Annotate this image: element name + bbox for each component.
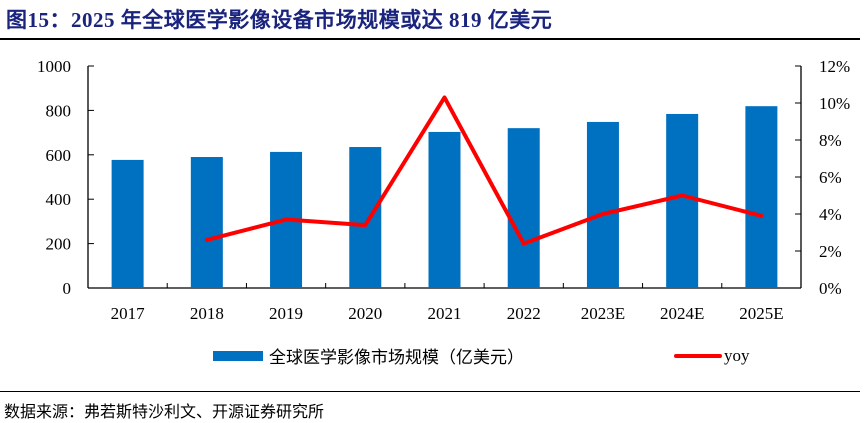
bar	[507, 128, 540, 288]
bar	[349, 147, 382, 288]
legend: 全球医学影像市场规模（亿美元） yoy	[213, 343, 750, 368]
bar	[111, 159, 144, 288]
bar	[745, 106, 778, 288]
left-axis-tick-label: 800	[46, 101, 72, 120]
right-axis-tick-label: 2%	[819, 242, 842, 261]
left-axis-tick-label: 200	[46, 235, 72, 254]
x-axis-tick-label: 2024E	[660, 304, 704, 323]
x-axis-tick-label: 2018	[190, 304, 224, 323]
left-axis-tick-label: 600	[46, 146, 72, 165]
x-axis-tick-label: 2017	[111, 304, 146, 323]
axis-labels: 0 200 400 600 800 1000 0% 2% 4% 6% 8% 10% 12% 2017 201…	[37, 57, 850, 323]
x-axis-tick-label: 2021	[428, 304, 462, 323]
title-divider	[0, 38, 860, 40]
x-axis-tick-label: 2022	[507, 304, 541, 323]
legend-bar-label: 全球医学影像市场规模（亿美元）	[269, 348, 524, 367]
yoy-series	[204, 95, 764, 246]
right-axis-tick-label: 10%	[819, 94, 850, 113]
right-axis-tick-label: 0%	[819, 279, 842, 298]
bar	[666, 113, 699, 289]
bar	[428, 131, 461, 288]
right-axis-tick-label: 8%	[819, 131, 842, 150]
bar	[586, 121, 619, 288]
left-axis-tick-label: 400	[46, 190, 72, 209]
source-note: 数据来源：弗若斯特沙利文、开源证券研究所	[4, 404, 325, 421]
x-axis-tick-label: 2025E	[739, 304, 783, 323]
right-axis-tick-label: 12%	[819, 57, 850, 76]
right-axis-tick-label: 6%	[819, 168, 842, 187]
left-axis-tick-label: 0	[63, 279, 72, 298]
source-divider	[0, 391, 860, 392]
legend-line-swatch	[674, 353, 722, 358]
bar	[190, 157, 223, 288]
x-axis-tick-label: 2023E	[581, 304, 625, 323]
right-axis-tick-label: 4%	[819, 205, 842, 224]
yoy-line	[204, 95, 764, 246]
legend-line-label: yoy	[724, 345, 750, 365]
figure-title: 图15：2025 年全球医学影像设备市场规模或达 819 亿美元	[6, 8, 553, 32]
combo-chart: 0 200 400 600 800 1000 0% 2% 4% 6% 8% 10% 12% 2017 201…	[37, 57, 850, 323]
x-axis-tick-label: 2020	[348, 304, 382, 323]
left-axis-tick-label: 1000	[37, 57, 71, 76]
legend-bar-swatch	[213, 350, 263, 361]
x-axis-tick-label: 2019	[269, 304, 303, 323]
